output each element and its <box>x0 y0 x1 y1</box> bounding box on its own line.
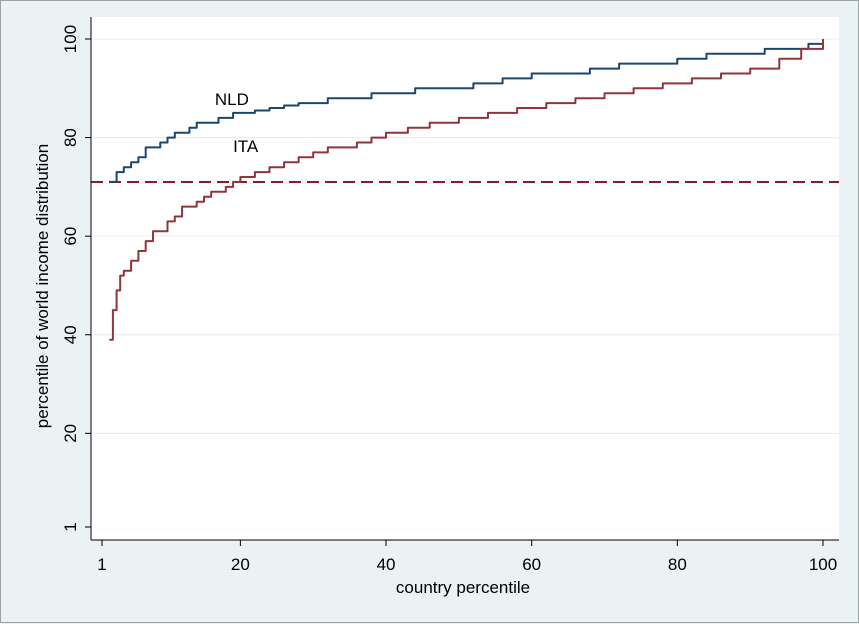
y-tick-label: 80 <box>61 128 80 147</box>
series-line-ita <box>109 39 824 341</box>
y-axis-title: percentile of world income distribution <box>33 144 52 428</box>
y-tick-label: 1 <box>61 522 80 531</box>
plot-area <box>91 17 839 540</box>
x-tick-label: 20 <box>231 555 250 574</box>
x-axis-title: country percentile <box>396 578 530 597</box>
x-tick-label: 1 <box>97 555 106 574</box>
y-tick-label: 100 <box>61 25 80 53</box>
series-label-ita: ITA <box>233 137 259 156</box>
x-tick-label: 40 <box>377 555 396 574</box>
gridlines <box>91 38 839 434</box>
y-tick-label: 60 <box>61 227 80 246</box>
x-tick-label: 80 <box>668 555 687 574</box>
y-tick-label: 20 <box>61 424 80 443</box>
series-labels: NLD ITA <box>215 90 259 156</box>
axes <box>90 17 839 541</box>
series-line-nld <box>109 39 824 183</box>
y-tick-label: 40 <box>61 325 80 344</box>
series-group <box>109 39 824 341</box>
x-tick-label: 60 <box>522 555 541 574</box>
x-tick-label: 100 <box>809 555 837 574</box>
series-label-nld: NLD <box>215 90 249 109</box>
